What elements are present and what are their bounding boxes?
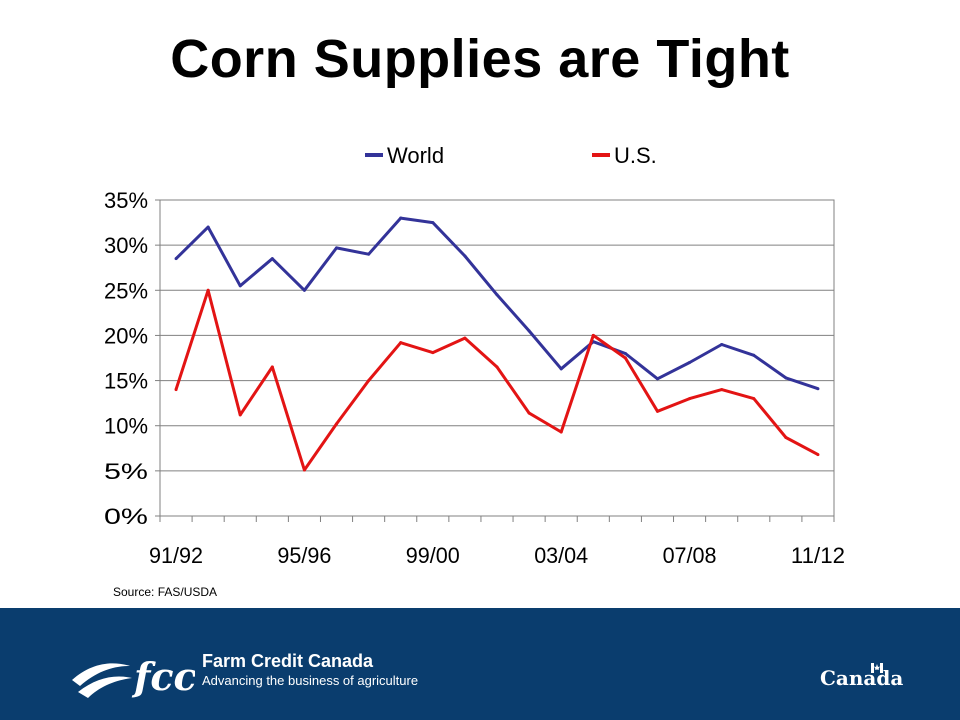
data-point [623, 351, 627, 355]
y-tick-label: 35% [104, 188, 148, 213]
data-point [752, 397, 756, 401]
x-tick-label: 99/00 [406, 543, 460, 568]
data-point [302, 288, 306, 292]
y-tick-label: 30% [104, 233, 148, 258]
series-line-world [174, 216, 819, 391]
data-point [270, 365, 274, 369]
data-point [688, 397, 692, 401]
data-point [655, 377, 659, 381]
data-point [527, 329, 531, 333]
data-point [688, 361, 692, 365]
plot-area-border [159, 199, 835, 517]
slide-title: Corn Supplies are Tight [170, 29, 790, 89]
data-point [335, 422, 339, 426]
data-point [463, 336, 467, 340]
data-point [174, 257, 178, 261]
data-point [527, 411, 531, 415]
y-tick-label: 5% [104, 459, 148, 484]
line-chart: World U.S. 0% 5% 10% 15% 20% 25% 30% 35% 91/92 95/… [104, 143, 845, 568]
chart-legend: World U.S. [365, 143, 657, 168]
canada-wordmark: Canada [820, 666, 904, 690]
data-point [335, 246, 339, 250]
x-tick-label: 91/92 [149, 543, 203, 568]
data-point [206, 225, 210, 229]
data-point [206, 288, 210, 292]
data-point [431, 351, 435, 355]
x-tick-label: 95/96 [277, 543, 331, 568]
data-point [270, 257, 274, 261]
y-tick-label: 20% [104, 323, 148, 348]
fcc-logo-text: fcc [131, 654, 195, 699]
y-tick-label: 25% [104, 278, 148, 303]
data-point [720, 388, 724, 392]
y-tick-label: 0% [104, 504, 148, 529]
x-tick-label: 03/04 [534, 543, 588, 568]
data-point [559, 367, 563, 371]
data-point [463, 254, 467, 258]
y-tick-label: 15% [104, 369, 148, 394]
legend-label: World [387, 143, 444, 168]
data-point [784, 376, 788, 380]
data-point [174, 388, 178, 392]
data-point [752, 353, 756, 357]
data-point [816, 387, 820, 391]
source-note: Source: FAS/USDA [113, 585, 218, 599]
x-tick-label: 11/12 [791, 543, 845, 568]
fcc-logo-icon: fcc [72, 654, 195, 699]
data-point [495, 365, 499, 369]
org-name: Farm Credit Canada [202, 651, 374, 671]
data-point [784, 435, 788, 439]
data-point [367, 252, 371, 256]
y-tick-label: 10% [104, 414, 148, 439]
data-point [623, 356, 627, 360]
data-point [431, 221, 435, 225]
data-point [495, 293, 499, 297]
data-point [816, 453, 820, 457]
data-point [238, 413, 242, 417]
chart-axes: 0% 5% 10% 15% 20% 25% 30% 35% 91/92 95/96 99/00 03/… [104, 188, 845, 568]
x-tick-label: 07/08 [663, 543, 717, 568]
data-point [238, 284, 242, 288]
data-point [655, 409, 659, 413]
data-point [302, 468, 306, 472]
canada-flag-icon [871, 663, 883, 673]
data-point [720, 342, 724, 346]
chart-series [174, 216, 820, 472]
data-point [399, 216, 403, 220]
data-point [399, 341, 403, 345]
legend-label: U.S. [614, 143, 657, 168]
data-point [591, 333, 595, 337]
org-tagline: Advancing the business of agriculture [202, 673, 419, 688]
data-point [367, 379, 371, 383]
data-point [559, 430, 563, 434]
chart-gridlines [159, 199, 835, 517]
footer-banner: fcc Farm Credit Canada Advancing the bus… [0, 608, 960, 720]
